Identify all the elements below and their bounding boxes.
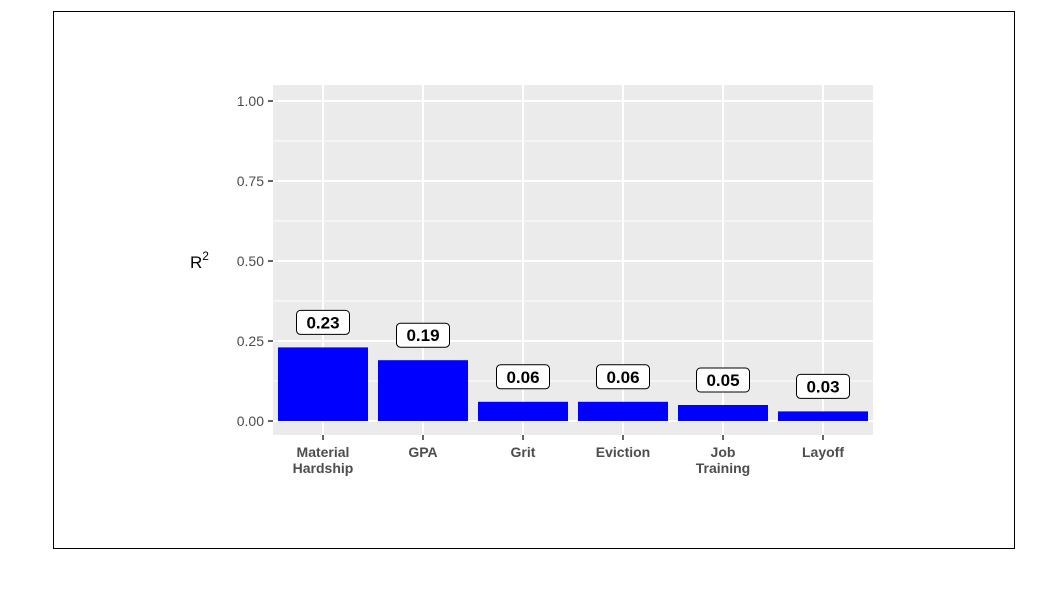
- bar: [578, 401, 668, 421]
- y-tick-label: 0.75: [237, 173, 264, 189]
- value-label-box: [496, 364, 550, 390]
- value-label-box: [796, 373, 850, 399]
- value-label-text: 0.23: [306, 313, 339, 332]
- x-tick-label: Hardship: [293, 460, 354, 476]
- x-tick-label: Job: [711, 444, 736, 460]
- value-label: 0.19: [396, 322, 450, 348]
- y-axis-title: R2: [190, 249, 209, 272]
- value-label-box: [596, 364, 650, 390]
- y-axis-title-base: R: [190, 253, 202, 272]
- value-label-box: [396, 322, 450, 348]
- value-label-text: 0.03: [806, 377, 839, 396]
- value-label-box: [296, 309, 350, 335]
- y-tick-label: 0.25: [237, 333, 264, 349]
- bar: [778, 411, 868, 421]
- value-labels-group: 0.23 0.19 0.06 0.06 0.05 0.03: [296, 309, 850, 399]
- value-label-text: 0.06: [506, 368, 539, 387]
- value-label: 0.06: [596, 364, 650, 390]
- y-axis: 0.00 0.25 0.50 0.75 1.00: [237, 93, 273, 429]
- x-tick-label: GPA: [408, 444, 437, 460]
- x-tick-label: Eviction: [596, 444, 650, 460]
- x-tick-label: Grit: [511, 444, 536, 460]
- y-tick-label: 1.00: [237, 93, 264, 109]
- bar: [378, 360, 468, 421]
- x-tick-label: Layoff: [802, 444, 844, 460]
- bars-group: [278, 347, 868, 421]
- value-label: 0.05: [696, 367, 750, 393]
- bar: [278, 347, 368, 421]
- x-tick-label: Training: [696, 460, 750, 476]
- value-label: 0.03: [796, 373, 850, 399]
- value-label: 0.23: [296, 309, 350, 335]
- y-tick-label: 0.00: [237, 413, 264, 429]
- bar: [678, 405, 768, 421]
- value-label-text: 0.05: [706, 371, 739, 390]
- y-axis-title-superscript: 2: [202, 249, 209, 263]
- x-tick-label: Material: [297, 444, 350, 460]
- value-label-box: [696, 367, 750, 393]
- bar: [478, 401, 568, 421]
- value-label: 0.06: [496, 364, 550, 390]
- value-label-text: 0.19: [406, 326, 439, 345]
- minor-gridlines: [273, 140, 873, 382]
- value-label-text: 0.06: [606, 368, 639, 387]
- y-tick-label: 0.50: [237, 253, 264, 269]
